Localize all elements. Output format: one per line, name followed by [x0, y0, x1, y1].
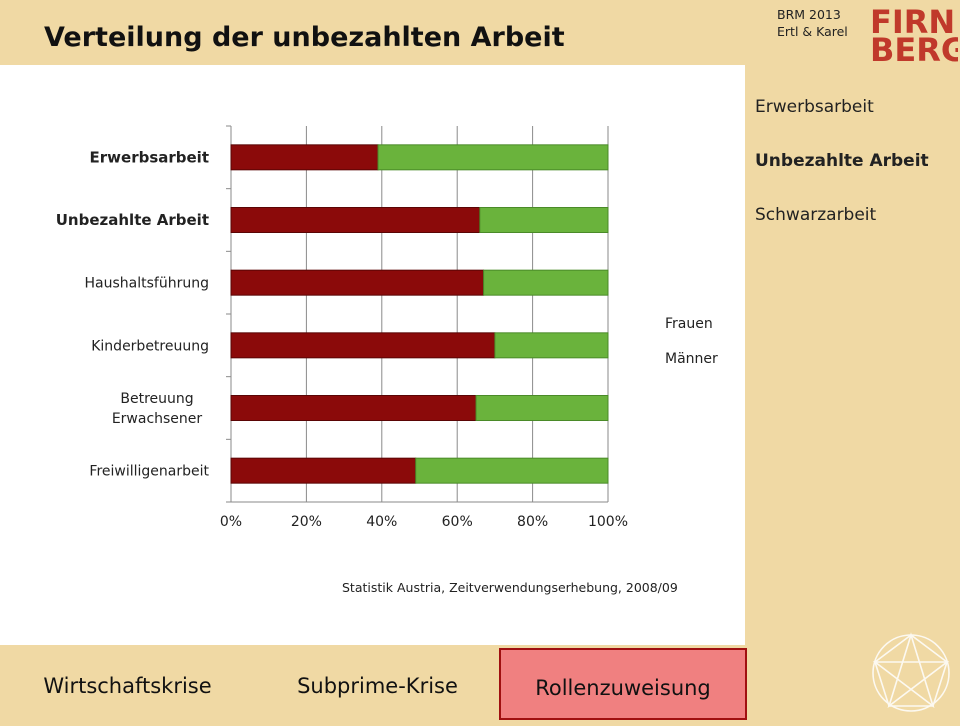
bar-maenner: [415, 457, 609, 484]
logo-text-bottom: BERG: [870, 31, 958, 62]
bar-frauen: [230, 457, 417, 484]
chart-panel: 0% 20% 40% 60% 80% 100% Erwerbsarbeit Unbezahlt…: [0, 65, 745, 645]
bar-maenner: [479, 207, 609, 233]
x-tick-label: 0%: [220, 514, 242, 530]
bar-maenner: [377, 144, 609, 171]
category-label: Kinderbetreuung: [91, 338, 209, 354]
stacked-bar-chart: 0% 20% 40% 60% 80% 100% Erwerbsarbeit Unbezahlt…: [56, 125, 718, 595]
x-tick-label: 40%: [366, 514, 397, 530]
x-tick-label: 20%: [291, 514, 322, 530]
logo-text-top: FIRN: [870, 3, 955, 41]
bar-frauen: [230, 144, 379, 171]
category-label: Erwachsener: [112, 411, 203, 427]
category-label: Haushaltsführung: [85, 276, 209, 292]
side-nav: Erwerbsarbeit Unbezahlte Arbeit Schwarza…: [755, 95, 960, 237]
category-label: Betreuung: [120, 391, 193, 407]
category-label: Freiwilligenarbeit: [89, 464, 209, 480]
bar-maenner: [483, 269, 609, 296]
bar-frauen: [230, 332, 496, 359]
tab-rollenzuweisung[interactable]: Rollenzuweisung: [499, 648, 747, 720]
page-title: Verteilung der unbezahlten Arbeit: [44, 22, 565, 53]
tab-subprime-krise[interactable]: Subprime-Krise: [297, 674, 458, 698]
x-tick-label: 60%: [442, 514, 473, 530]
category-label: Erwerbsarbeit: [90, 148, 209, 166]
category-label: Unbezahlte Arbeit: [56, 211, 209, 229]
tab-wirtschaftskrise[interactable]: Wirtschaftskrise: [43, 674, 212, 698]
bar-frauen: [230, 269, 485, 296]
bar-frauen: [230, 395, 477, 421]
side-item-schwarzarbeit[interactable]: Schwarzarbeit: [755, 205, 877, 225]
course-label: BRM 2013: [777, 7, 841, 22]
side-item-unbezahlte-arbeit[interactable]: Unbezahlte Arbeit: [755, 151, 929, 171]
bar-maenner: [494, 332, 609, 359]
bottom-nav: Wirtschaftskrise Subprime-Krise Rollenzu…: [0, 648, 747, 720]
legend-entry: Frauen: [665, 316, 713, 332]
authors-label: Ertl & Karel: [777, 24, 848, 39]
bar-maenner: [475, 395, 609, 421]
side-item-erwerbsarbeit[interactable]: Erwerbsarbeit: [755, 97, 874, 117]
legend-entry: Männer: [665, 351, 718, 367]
bar-frauen: [230, 207, 481, 233]
source-note: Statistik Austria, Zeitverwendungserhebu…: [342, 580, 678, 595]
decorative-star-icon: [872, 632, 950, 712]
course-info: BRM 2013 Ertl & Karel: [777, 6, 848, 40]
x-tick-label: 100%: [588, 514, 628, 530]
firnberg-logo: FIRN BERG: [870, 3, 958, 62]
x-tick-label: 80%: [517, 514, 548, 530]
